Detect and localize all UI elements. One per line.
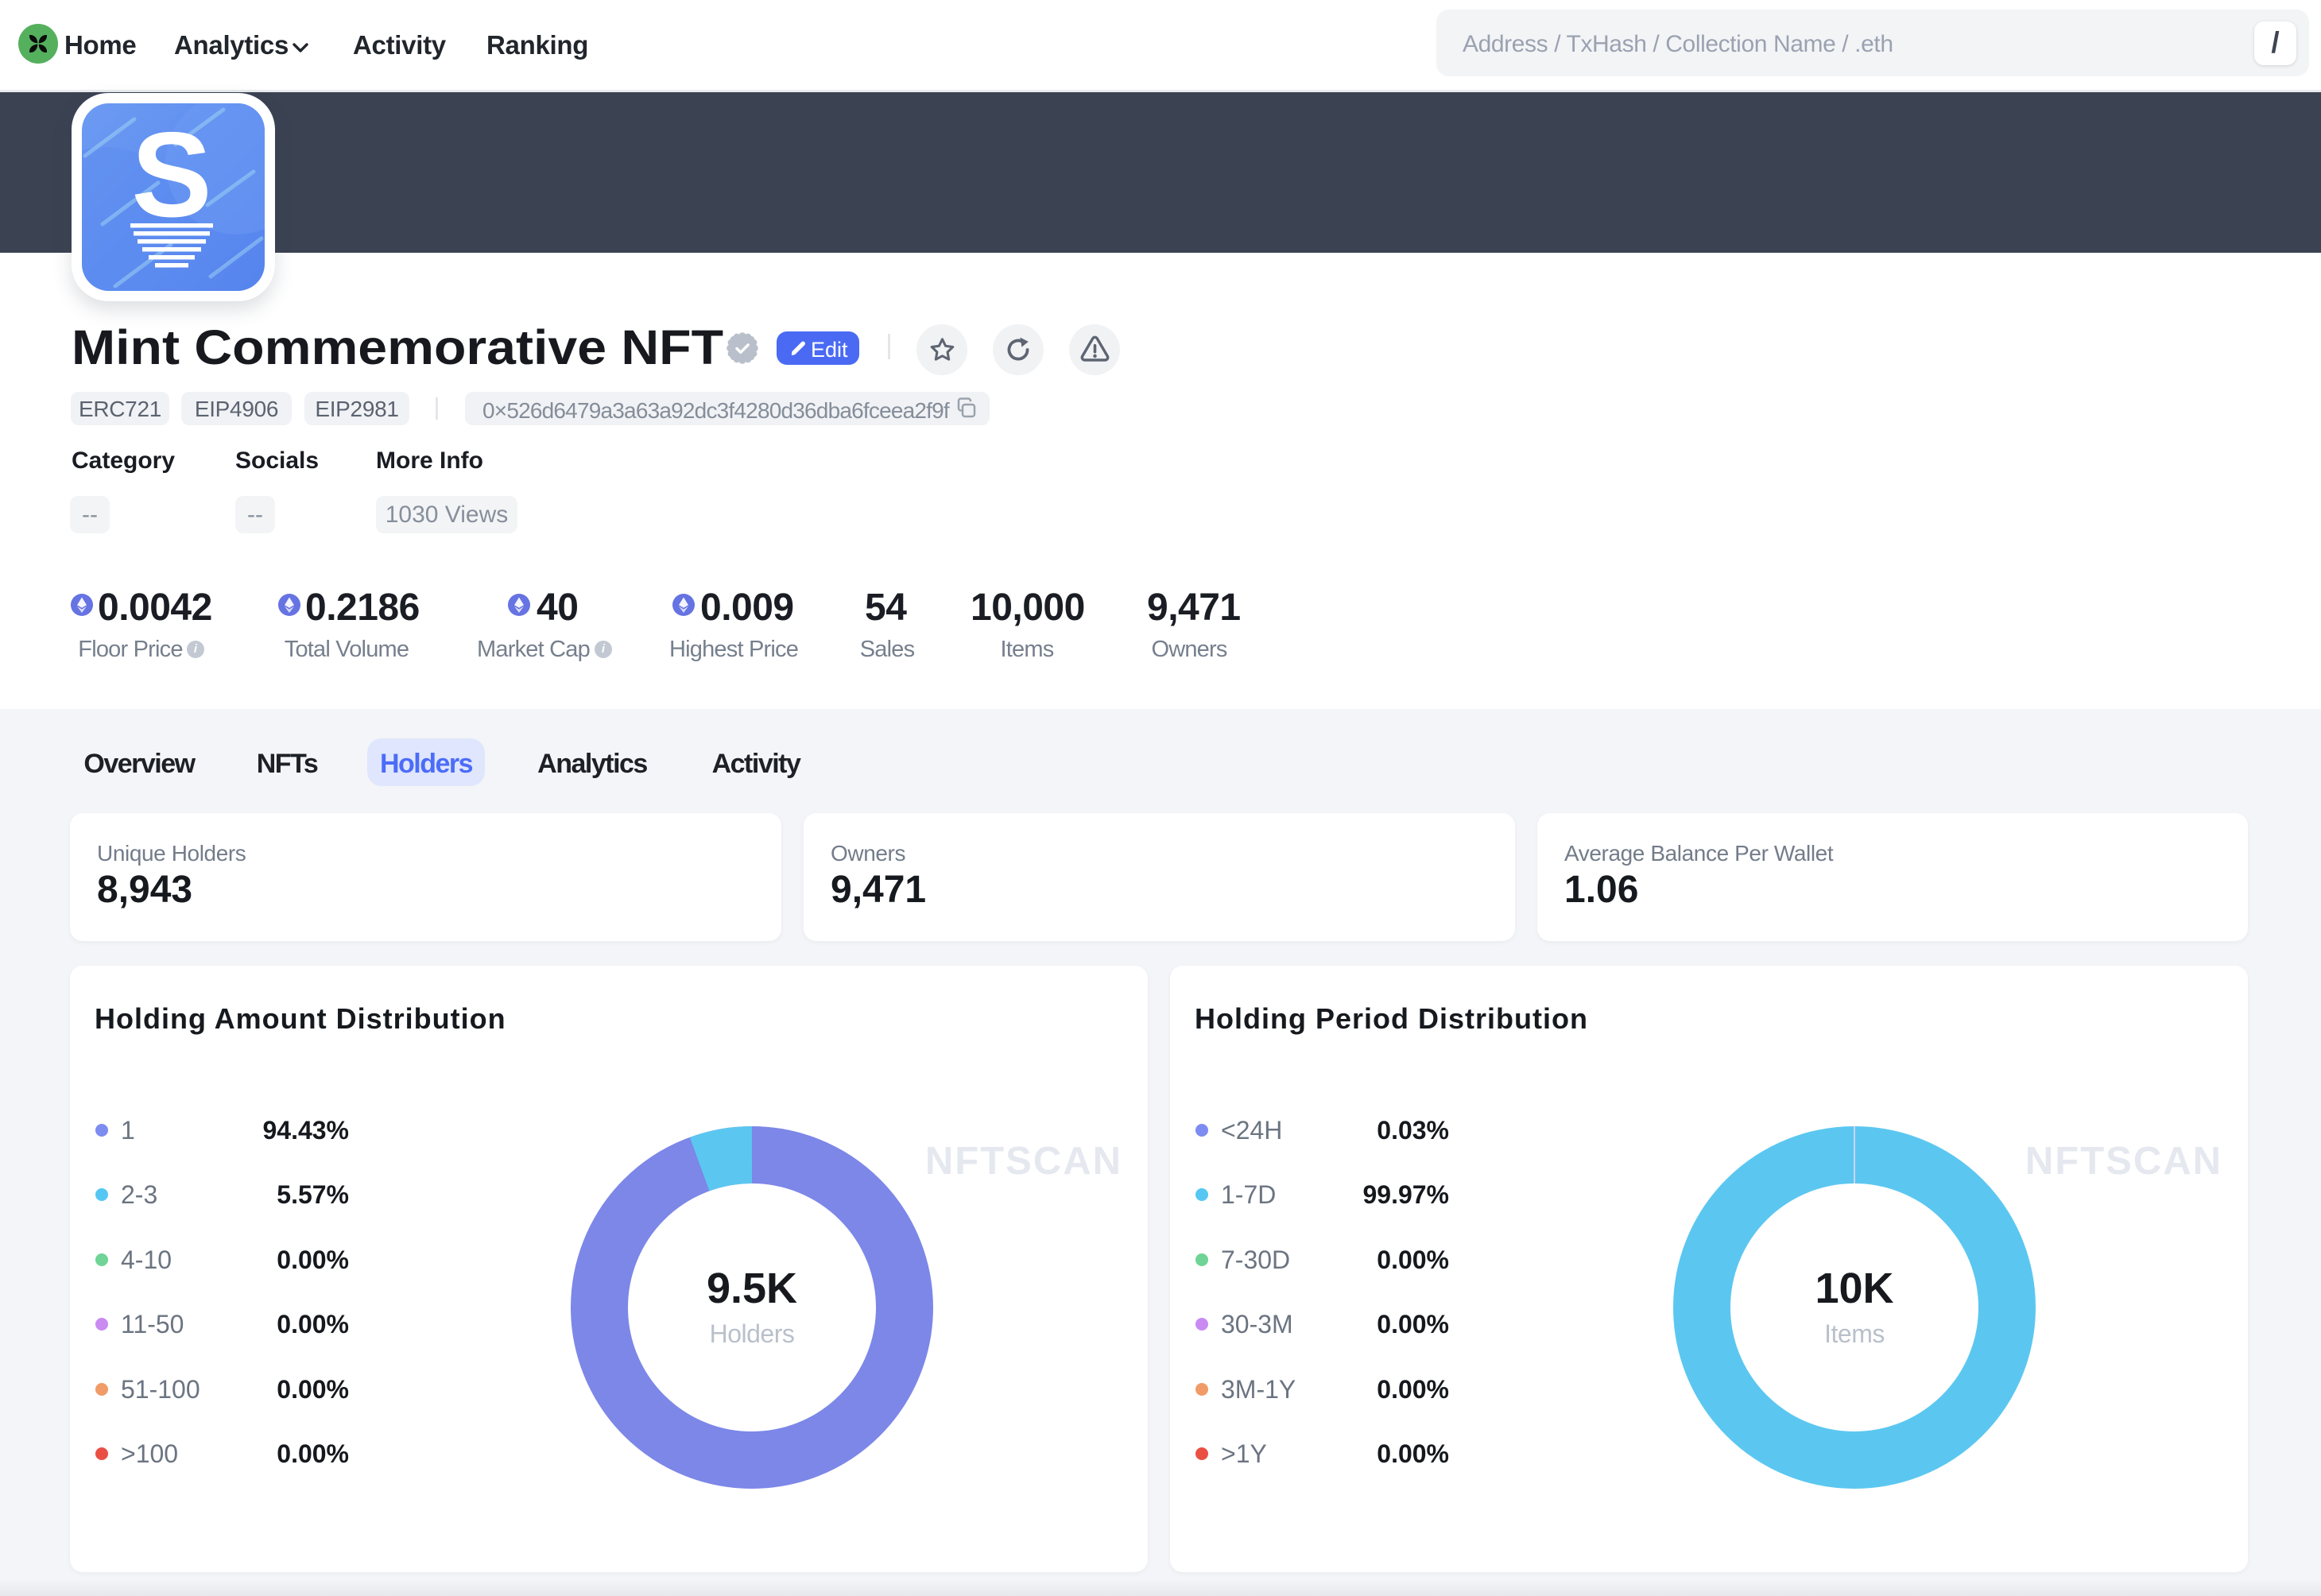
svg-text:S: S (131, 107, 211, 242)
